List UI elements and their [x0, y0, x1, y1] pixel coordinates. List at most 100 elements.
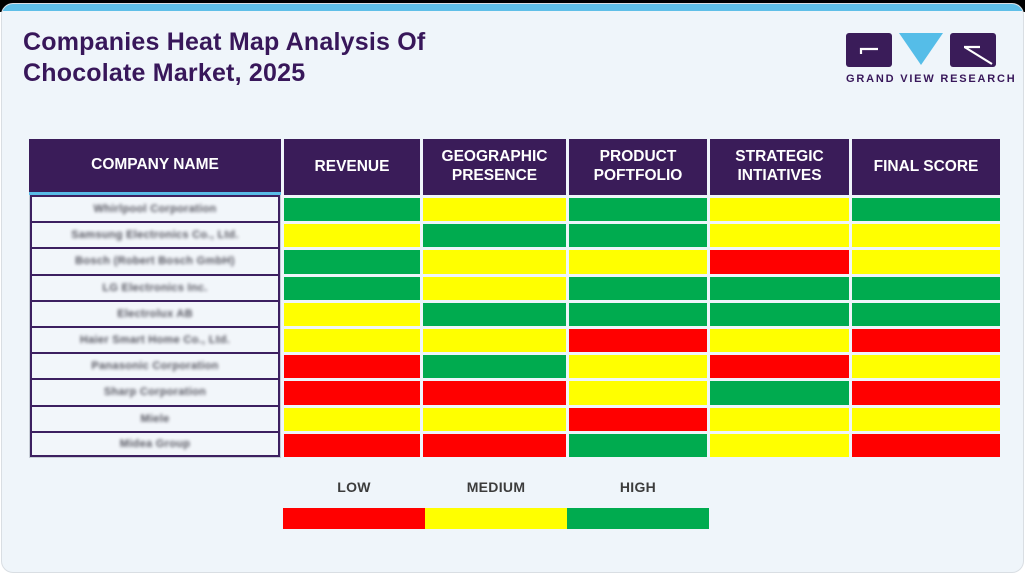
heat-cell-low [569, 328, 707, 353]
company-cell: Whirlpool Corporation [30, 195, 280, 222]
heat-cell-high [852, 302, 1000, 326]
company-name-text: Midea Group [119, 437, 191, 450]
heat-columns: REVENUE GEOGRAPHIC PRESENCE PRODUCT POFTFO… [284, 139, 1000, 460]
heat-cell-high [284, 250, 420, 274]
legend-color-bar [283, 508, 709, 529]
column-header: STRATEGIC INTIATIVES [710, 139, 849, 195]
legend-swatch-high [567, 508, 709, 529]
heat-cell-low [284, 381, 420, 405]
company-cell: Sharp Corporation [30, 378, 280, 405]
heat-cell-medium [710, 224, 849, 248]
company-name-text: Electrolux AB [117, 307, 193, 320]
heat-cell-high [710, 276, 849, 300]
company-name-text: Miele [140, 412, 170, 425]
company-cell: Midea Group [30, 430, 280, 457]
heat-cell-medium [710, 407, 849, 431]
heat-cell-medium [710, 328, 849, 353]
column-header-company: COMPANY NAME [29, 139, 281, 195]
heat-cell-medium [423, 250, 566, 274]
heat-cell-high [423, 224, 566, 248]
heat-cell-medium [284, 407, 420, 431]
legend-label: LOW [337, 479, 371, 495]
heat-cell-low [284, 355, 420, 379]
company-cell: Electrolux AB [30, 299, 280, 326]
company-name-text: Panasonic Corporation [91, 360, 219, 373]
company-name-text: LG Electronics Inc. [102, 281, 208, 294]
heat-cell-medium [852, 250, 1000, 274]
heat-column: STRATEGIC INTIATIVES [710, 139, 849, 460]
heat-cell-medium [284, 328, 420, 353]
heat-cell-low [852, 328, 1000, 353]
heat-cell-medium [852, 355, 1000, 379]
heatmap-table: COMPANY NAME Whirlpool Corporation Samsun… [29, 139, 1000, 460]
company-name-text: Sharp Corporation [103, 386, 207, 399]
page-title: Companies Heat Map Analysis Of Chocolate… [23, 27, 425, 88]
heat-cell-low [852, 381, 1000, 405]
heat-cell-high [423, 355, 566, 379]
heat-cell-medium [284, 224, 420, 248]
heat-cell-low [852, 433, 1000, 457]
heat-cell-low [423, 381, 566, 405]
gvr-logo-v-icon [899, 33, 943, 65]
company-name-text: Whirlpool Corporation [93, 203, 217, 216]
heat-cell-high [710, 381, 849, 405]
heat-cell-high [569, 302, 707, 326]
gvr-logo-wordmark: GRAND VIEW RESEARCH [846, 73, 1017, 85]
heat-cell-medium [569, 250, 707, 274]
column-header: REVENUE [284, 139, 420, 195]
heat-cell-medium [423, 407, 566, 431]
company-cell: Panasonic Corporation [30, 352, 280, 379]
legend-labels: LOW MEDIUM HIGH [283, 479, 709, 495]
heat-cell-low [569, 407, 707, 431]
column-header: PRODUCT POFTFOLIO [569, 139, 707, 195]
legend-swatch-medium [425, 508, 567, 529]
heat-cell-high [569, 198, 707, 222]
heat-cell-high [852, 198, 1000, 222]
column-header: FINAL SCORE [852, 139, 1000, 195]
heat-cell-high [569, 224, 707, 248]
company-name-text: Bosch (Robert Bosch GmbH) [75, 255, 235, 268]
heat-cell-medium [284, 302, 420, 326]
company-column-cells: Whirlpool Corporation Samsung Electronics… [29, 195, 281, 458]
gvr-logo-g-icon [846, 33, 892, 67]
heat-cell-medium [423, 328, 566, 353]
company-name-text: Samsung Electronics Co., Ltd. [71, 229, 239, 242]
grand-view-research-logo: GRAND VIEW RESEARCH [846, 33, 1017, 85]
page-title-line2: Chocolate Market, 2025 [23, 58, 306, 87]
heat-column: PRODUCT POFTFOLIO [569, 139, 707, 460]
legend-label: MEDIUM [466, 479, 526, 495]
company-cell: Bosch (Robert Bosch GmbH) [30, 247, 280, 274]
heat-column: GEOGRAPHIC PRESENCE [423, 139, 566, 460]
company-column: COMPANY NAME Whirlpool Corporation Samsun… [29, 139, 281, 460]
heat-cell-low [423, 433, 566, 457]
legend-label: HIGH [619, 479, 657, 495]
heat-cell-medium [569, 355, 707, 379]
heat-cell-medium [852, 224, 1000, 248]
heat-cell-high [710, 302, 849, 326]
legend-swatch-low [283, 508, 425, 529]
heat-cell-medium [569, 381, 707, 405]
heat-cell-high [852, 276, 1000, 300]
infographic-card: Companies Heat Map Analysis Of Chocolate… [1, 3, 1024, 573]
heat-cell-medium [423, 198, 566, 222]
heat-cell-high [423, 302, 566, 326]
heat-cell-low [284, 433, 420, 457]
heat-cell-low [710, 355, 849, 379]
column-header: GEOGRAPHIC PRESENCE [423, 139, 566, 195]
heat-cell-high [284, 276, 420, 300]
heat-cell-low [710, 250, 849, 274]
heat-cell-medium [852, 407, 1000, 431]
heat-cell-high [569, 276, 707, 300]
company-cell: Miele [30, 404, 280, 431]
heat-column: REVENUE [284, 139, 420, 460]
company-cell: Samsung Electronics Co., Ltd. [30, 221, 280, 248]
company-name-text: Haier Smart Home Co., Ltd. [79, 334, 231, 347]
company-cell: LG Electronics Inc. [30, 273, 280, 300]
heat-cell-high [284, 198, 420, 222]
heat-cell-medium [423, 276, 566, 300]
gvr-logo-mark [846, 33, 996, 69]
company-cell: Haier Smart Home Co., Ltd. [30, 325, 280, 353]
top-accent-bar [2, 4, 1023, 11]
heat-column: FINAL SCORE [852, 139, 1000, 460]
heat-cell-high [569, 433, 707, 457]
